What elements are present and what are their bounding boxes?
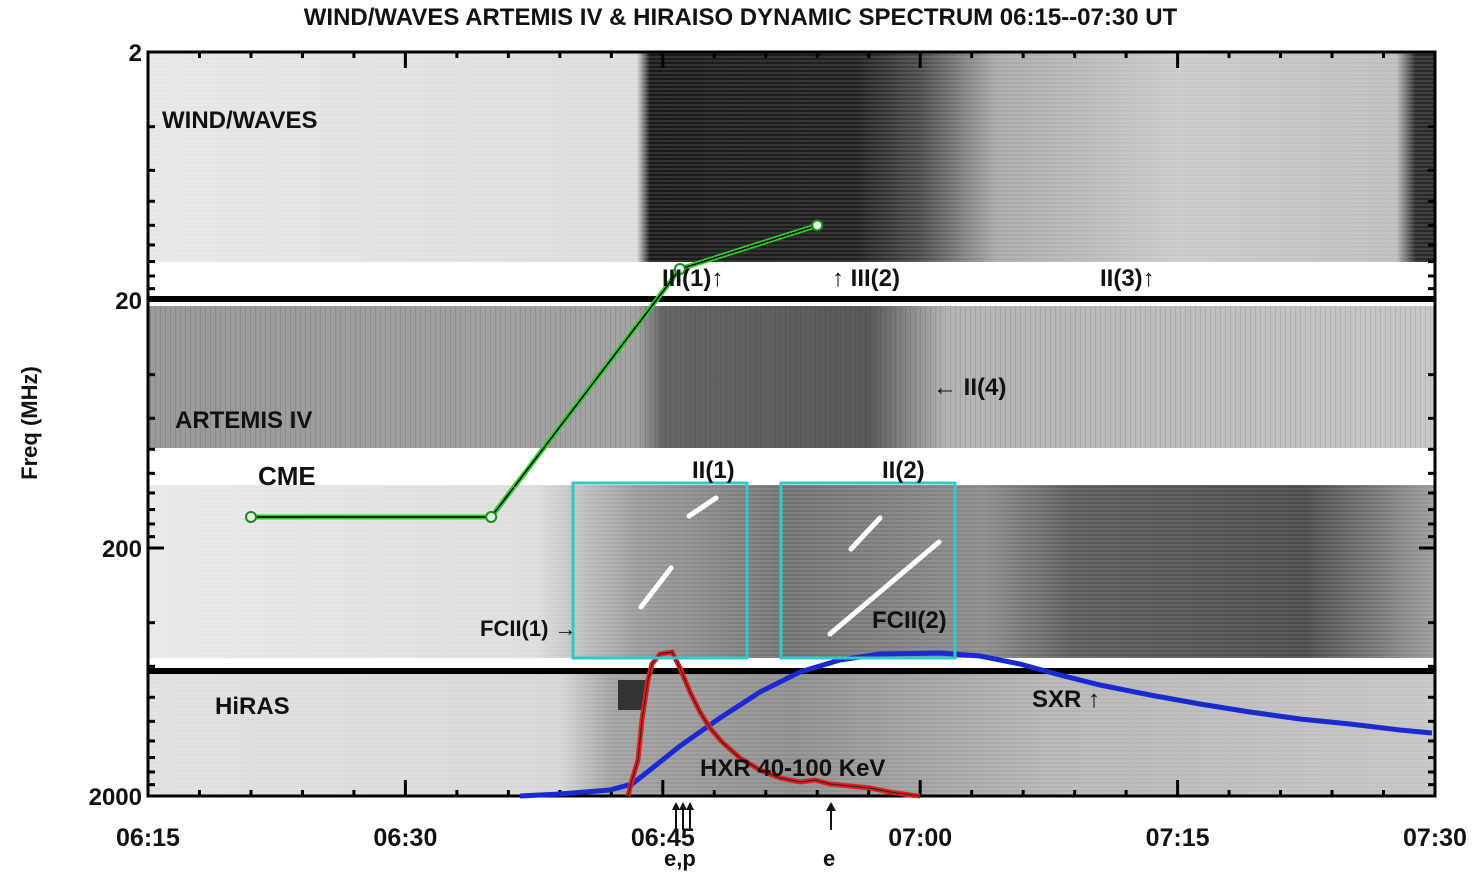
label-hxr: HXR 40-100 KeV [700, 755, 885, 782]
label-sxr: SXR ↑ [1032, 686, 1100, 713]
x-tick-label: 06:30 [373, 824, 437, 852]
cme-track [244, 219, 824, 524]
x-tick-label: 06:15 [116, 824, 180, 852]
cme-point [811, 219, 824, 232]
panel-label: HiRAS [215, 693, 290, 720]
x-tick-label: 07:15 [1146, 824, 1210, 852]
cme-point [244, 511, 257, 524]
sxr-curve [519, 650, 1433, 799]
axis-ticks [146, 50, 1437, 798]
label-ep: e,p [664, 846, 696, 871]
box-ii2 [779, 481, 957, 660]
particle-markers [672, 802, 836, 830]
cme-point [673, 263, 686, 276]
panel-labels: WIND/WAVES ARTEMIS IV HiRAS [162, 107, 318, 720]
spectrum-background [148, 52, 1435, 795]
y-tick-label: 2 [129, 40, 142, 67]
y-tick-label: 200 [102, 536, 142, 563]
x-tick-label: 07:00 [888, 824, 952, 852]
label-iii1: III(1)↑ [662, 265, 723, 292]
label-ii3: II(3)↑ [1100, 265, 1155, 292]
label-ii4: ← II(4) [933, 374, 1006, 401]
panel-label: WIND/WAVES [162, 107, 318, 134]
label-fcii2: FCII(2) [872, 607, 947, 634]
plot-frame [146, 50, 1437, 798]
box-ii1 [571, 481, 749, 660]
label-fcii1: FCII(1) → [480, 616, 577, 641]
label-cme: CME [258, 461, 316, 491]
y-tick-labels: 2 20 200 2000 [89, 40, 142, 811]
y-tick-label: 2000 [89, 784, 142, 811]
cme-point [485, 511, 498, 524]
label-ii2: II(2) [882, 457, 925, 484]
x-tick-labels: 06:15 06:30 06:45 07:00 07:15 07:30 [116, 824, 1467, 852]
y-tick-label: 20 [115, 288, 142, 315]
panel-label: ARTEMIS IV [175, 407, 312, 434]
chart-title: WIND/WAVES ARTEMIS IV & HIRAISO DYNAMIC … [303, 4, 1178, 31]
label-ii1: II(1) [692, 457, 735, 484]
x-tick-label: 07:30 [1403, 824, 1467, 852]
label-iii2: ↑ III(2) [832, 265, 900, 292]
x-tick-label: 06:45 [631, 824, 695, 852]
drift-lines [638, 495, 942, 637]
label-e: e [823, 846, 835, 871]
